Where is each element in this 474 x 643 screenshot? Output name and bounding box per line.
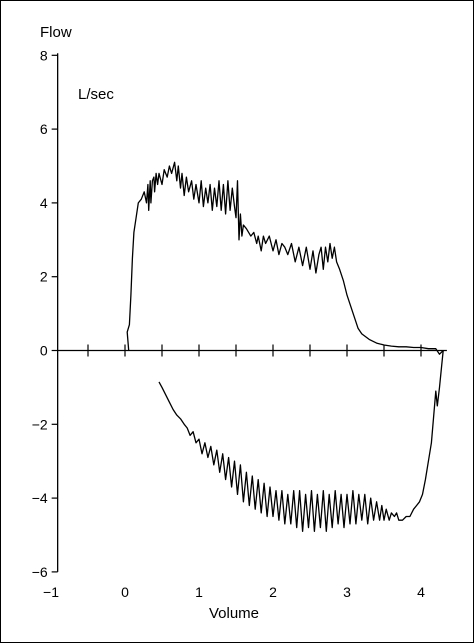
y-tick-label: 0: [40, 343, 48, 359]
y-tick-label: 6: [40, 121, 48, 137]
x-tick-label: 1: [195, 584, 203, 600]
axes: −6 −4 −2 0 2 4 6 8 −1 0 1 2 3 4: [32, 47, 447, 600]
x-tick-label: 2: [269, 584, 277, 600]
expiratory-flow-curve: [126, 161, 444, 355]
x-tick-label: −1: [43, 584, 59, 600]
x-tick-label: 0: [121, 584, 129, 600]
y-tick-label: 8: [40, 47, 48, 63]
x-tick-label: 4: [417, 584, 425, 600]
y-tick-label: 4: [40, 195, 48, 211]
y-tick-label: −6: [32, 564, 48, 580]
inspiratory-flow-curve: [158, 350, 444, 532]
x-tick-label: 3: [343, 584, 351, 600]
y-tick-label: −2: [32, 416, 48, 432]
y-tick-label: 2: [40, 269, 48, 285]
x-axis-title: Volume: [209, 605, 259, 622]
unit-label: L/sec: [78, 86, 114, 103]
y-axis-title: Flow: [40, 24, 72, 41]
series-layer: [126, 161, 444, 532]
y-tick-label: −4: [32, 490, 48, 506]
